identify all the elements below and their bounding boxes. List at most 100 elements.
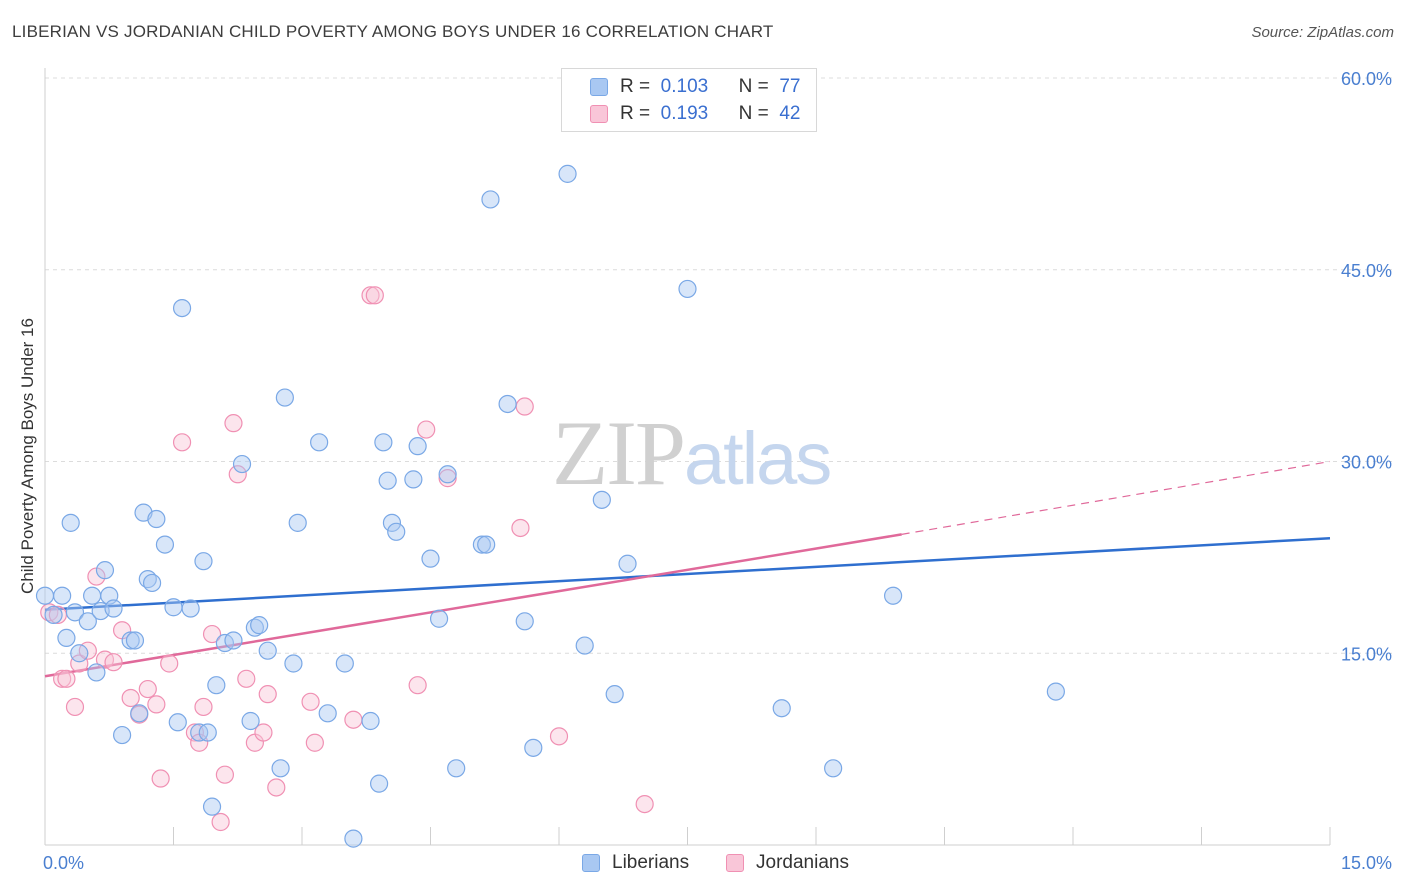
jordanian-point [57,669,76,688]
liberian-point [95,561,115,580]
jordanian-point [344,710,363,729]
legend-n-value: 77 [779,76,801,97]
jordanian-point [172,433,192,452]
liberian-point [202,797,222,816]
liberian-point [87,663,106,682]
liberian-point [429,609,449,628]
liberian-point [65,603,85,622]
liberian-point [194,552,213,571]
jordanian-point [549,727,569,746]
jordanian-point [151,769,170,788]
jordanian-point [147,695,166,714]
liberian-point [477,535,496,554]
liberian-point [378,471,397,490]
liberians-legend-swatch [582,854,600,872]
liberian-point [447,759,466,778]
jordanian-point [121,688,140,708]
liberian-point [44,605,63,625]
legend-r-label: R = [620,76,651,97]
liberian-point [310,433,329,452]
data-points [35,164,1065,848]
jordanian-point [417,420,436,439]
jordanian-point [258,685,277,704]
jordanian-point [215,765,234,784]
liberian-point [772,699,791,718]
liberian-point [168,713,187,732]
jordanians-trend-line [44,533,902,678]
liberian-point [361,711,380,731]
legend-row-liberians: R = 0.103 N = 77 [590,75,800,99]
liberian-point [53,586,72,605]
legend-n-label: N = [738,76,769,97]
legend-r-value: 0.103 [660,76,709,97]
jordanian-point [224,414,243,433]
y-tick-label: 15.0% [1341,644,1392,664]
jordanian-point [160,654,179,673]
liberians-trend-line [44,536,1331,612]
liberian-point [618,554,637,573]
jordanian-point [305,733,324,752]
jordanian-point [365,286,384,305]
liberian-point [284,654,303,673]
jordanian-point [70,654,89,673]
jordanian-point [237,669,256,688]
x-tick-labels: 0.0% 15.0% [43,853,1392,873]
liberian-point [558,164,577,183]
liberian-point [438,465,457,484]
series-legend: Liberians Jordanians [0,852,1406,878]
liberian-point [824,759,843,778]
jordanian-point [361,286,380,305]
legend-item-jordanians: Jordanians [726,852,849,874]
jordanian-point [202,624,222,644]
liberian-point [678,279,697,299]
jordanian-point [53,669,72,688]
liberian-point [575,636,594,655]
axes [44,68,1331,846]
liberian-point [524,738,543,757]
jordanian-point [635,794,654,814]
liberian-point [271,759,290,778]
liberian-point [172,299,192,318]
watermark-atlas: atlas [684,417,832,500]
liberian-point [121,631,140,650]
jordanian-point [211,812,230,832]
liberian-point [275,388,294,407]
liberian-point [181,599,200,618]
y-tick-label: 60.0% [1341,69,1392,89]
liberians-swatch [590,78,608,96]
liberian-point [421,549,440,568]
liberian-point [207,676,226,695]
liberian-point [408,437,427,456]
y-tick-label: 30.0% [1341,453,1392,473]
liberian-point [250,616,269,635]
jordanian-point [138,679,157,699]
legend-label-liberians: Liberians [612,852,690,873]
jordanians-trend-extension [901,460,1331,535]
trend-lines [44,460,1331,678]
liberian-point [370,774,389,793]
jordanian-point [228,465,247,484]
watermark-zip: ZIP [552,402,686,504]
liberian-point [335,654,354,673]
liberian-point [592,490,611,509]
liberian-point [112,725,132,745]
liberian-point [498,394,517,414]
liberian-point [142,573,162,593]
liberian-point [404,470,423,489]
y-tick-labels: 15.0% 30.0% 45.0% 60.0% [1341,69,1392,664]
legend-label-jordanians: Jordanians [756,852,849,873]
legend-r-label: R = [620,103,651,124]
liberian-point [61,513,80,532]
legend-item-liberians: Liberians [582,852,689,874]
liberian-point [164,598,183,617]
grid-lines [45,77,1392,654]
jordanian-point [194,697,213,717]
liberian-point [382,513,402,532]
liberian-point [125,631,145,650]
liberian-point [78,612,97,631]
watermark: ZIPatlas [552,400,832,506]
liberian-point [198,723,217,742]
liberian-point [605,685,624,704]
jordanian-point [267,778,286,797]
liberian-point [288,513,307,532]
